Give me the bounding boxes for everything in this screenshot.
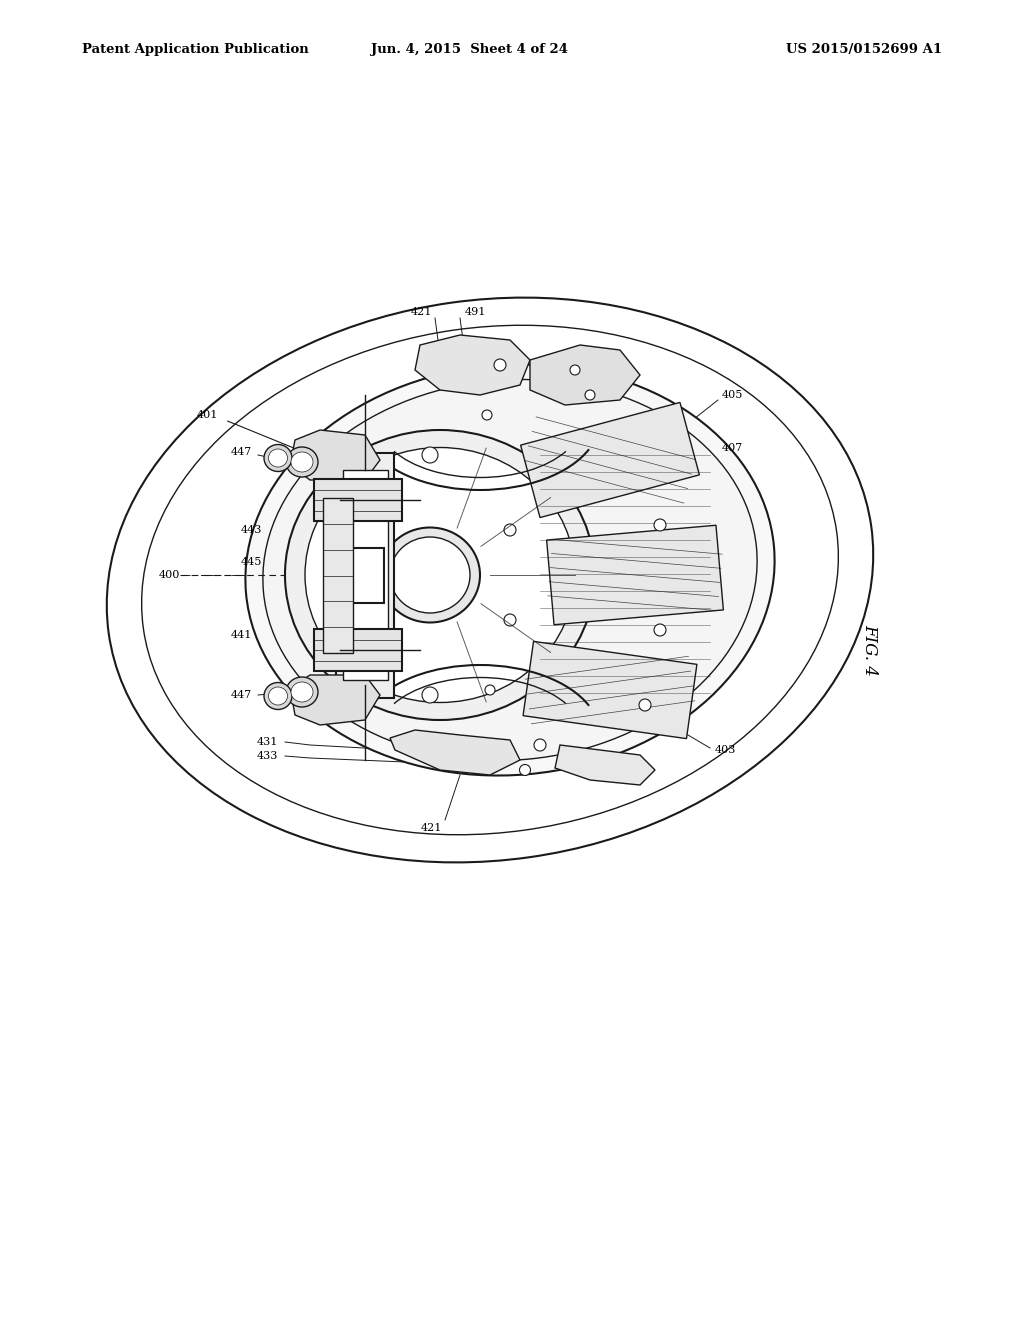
Ellipse shape <box>422 686 438 704</box>
Polygon shape <box>290 430 380 480</box>
Text: 447: 447 <box>230 447 252 457</box>
Ellipse shape <box>654 624 666 636</box>
Bar <box>323 498 353 652</box>
Text: 421: 421 <box>411 308 432 317</box>
Text: FIG. 4: FIG. 4 <box>861 624 879 676</box>
Text: US 2015/0152699 A1: US 2015/0152699 A1 <box>785 44 942 57</box>
Ellipse shape <box>286 677 318 708</box>
Ellipse shape <box>268 686 288 705</box>
Text: 401: 401 <box>197 411 218 420</box>
Ellipse shape <box>570 366 580 375</box>
Ellipse shape <box>286 447 318 477</box>
Text: 407: 407 <box>722 444 743 453</box>
Bar <box>314 479 402 521</box>
Text: 431: 431 <box>257 737 278 747</box>
Text: 445: 445 <box>241 557 262 568</box>
Ellipse shape <box>639 700 651 711</box>
Ellipse shape <box>384 634 396 645</box>
Text: 433: 433 <box>257 751 278 762</box>
Text: 441: 441 <box>230 630 252 640</box>
Text: 400: 400 <box>159 570 180 579</box>
Ellipse shape <box>482 411 492 420</box>
Ellipse shape <box>504 614 516 626</box>
Ellipse shape <box>422 447 438 463</box>
Text: Patent Application Publication: Patent Application Publication <box>82 44 309 57</box>
Ellipse shape <box>384 504 396 516</box>
Ellipse shape <box>106 297 873 862</box>
Polygon shape <box>415 335 530 395</box>
Text: 421: 421 <box>421 822 442 833</box>
Ellipse shape <box>264 445 292 471</box>
Text: 447: 447 <box>230 690 252 700</box>
Polygon shape <box>390 730 520 775</box>
Text: 405: 405 <box>722 389 743 400</box>
Ellipse shape <box>534 739 546 751</box>
Ellipse shape <box>504 524 516 536</box>
Bar <box>314 630 402 671</box>
Bar <box>336 453 394 697</box>
Bar <box>520 403 699 517</box>
Bar <box>346 548 384 602</box>
Ellipse shape <box>380 528 480 623</box>
Ellipse shape <box>268 449 288 467</box>
Polygon shape <box>555 744 655 785</box>
Text: 443: 443 <box>241 525 262 535</box>
Polygon shape <box>530 345 640 405</box>
Ellipse shape <box>264 682 292 710</box>
Text: Jun. 4, 2015  Sheet 4 of 24: Jun. 4, 2015 Sheet 4 of 24 <box>372 44 568 57</box>
Ellipse shape <box>585 389 595 400</box>
Ellipse shape <box>246 364 774 776</box>
Ellipse shape <box>519 764 530 776</box>
Text: 403: 403 <box>715 744 736 755</box>
Ellipse shape <box>141 325 839 834</box>
Bar <box>342 470 387 680</box>
Ellipse shape <box>390 537 470 612</box>
Ellipse shape <box>285 430 595 719</box>
Ellipse shape <box>494 359 506 371</box>
Bar <box>523 642 697 739</box>
Ellipse shape <box>291 682 313 702</box>
Text: 491: 491 <box>465 308 486 317</box>
Ellipse shape <box>485 685 495 696</box>
Ellipse shape <box>291 451 313 473</box>
Ellipse shape <box>305 447 575 702</box>
Polygon shape <box>290 675 380 725</box>
Ellipse shape <box>263 379 757 760</box>
Ellipse shape <box>654 519 666 531</box>
Bar <box>547 525 723 624</box>
